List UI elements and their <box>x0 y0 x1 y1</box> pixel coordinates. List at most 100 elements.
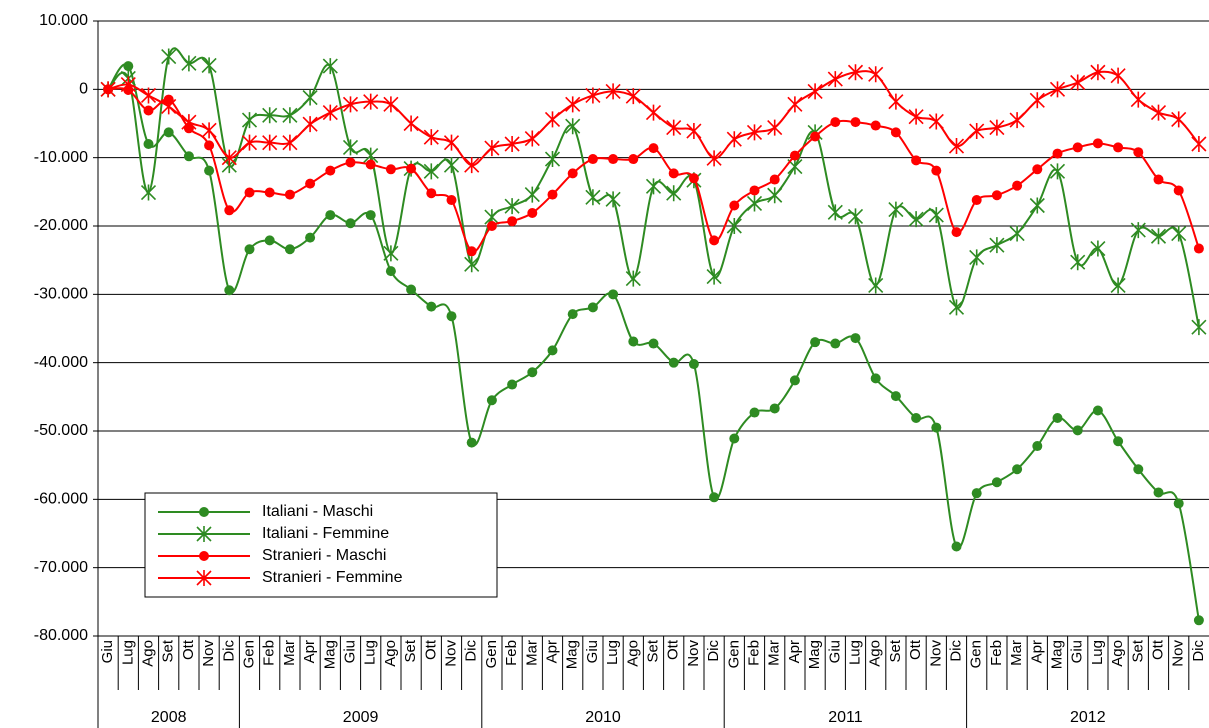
marker <box>264 187 275 198</box>
marker <box>325 210 336 221</box>
marker <box>302 89 318 106</box>
marker <box>749 407 760 418</box>
marker <box>204 140 215 151</box>
marker <box>830 117 841 128</box>
marker <box>951 227 962 238</box>
marker <box>1070 254 1086 271</box>
x-tick-label: Giu <box>99 640 116 663</box>
marker <box>486 395 497 406</box>
marker <box>911 413 922 424</box>
x-tick-label: Dic <box>463 640 480 662</box>
marker <box>484 140 500 157</box>
marker <box>608 289 619 300</box>
marker <box>625 270 641 287</box>
marker <box>365 159 376 170</box>
x-group-label: 2012 <box>1070 709 1106 726</box>
marker <box>345 157 356 168</box>
marker <box>544 111 561 128</box>
marker <box>1171 111 1187 128</box>
marker <box>989 237 1005 254</box>
marker <box>888 201 904 218</box>
marker <box>1153 174 1164 185</box>
marker <box>948 138 965 155</box>
legend-label: Stranieri - Femmine <box>262 569 403 586</box>
x-tick-label: Apr <box>786 640 803 663</box>
y-tick-label: -70.000 <box>34 559 88 576</box>
marker <box>365 210 376 221</box>
marker <box>504 198 520 215</box>
x-tick-label: Ott <box>422 639 439 660</box>
marker <box>403 115 419 132</box>
marker <box>342 96 359 113</box>
x-tick-label: Giu <box>1069 640 1086 663</box>
marker <box>648 338 659 349</box>
x-tick-label: Ago <box>867 640 884 667</box>
marker <box>888 93 904 110</box>
marker <box>585 189 601 206</box>
marker <box>181 55 197 72</box>
x-tick-label: Ago <box>624 640 641 667</box>
marker <box>587 302 598 313</box>
marker <box>524 186 540 203</box>
x-tick-label: Mag <box>564 640 581 669</box>
marker <box>565 118 581 135</box>
marker <box>1113 436 1124 447</box>
marker <box>749 185 760 196</box>
marker <box>282 134 298 151</box>
x-tick-label: Lug <box>604 640 621 665</box>
marker <box>688 173 699 184</box>
marker <box>383 96 399 113</box>
marker <box>625 88 641 105</box>
marker <box>140 87 157 104</box>
legend-marker <box>199 507 209 517</box>
x-tick-label: Set <box>644 639 661 662</box>
marker <box>181 114 197 131</box>
marker <box>406 284 417 295</box>
marker <box>464 256 480 273</box>
marker <box>989 119 1005 136</box>
x-tick-label: Feb <box>261 640 278 666</box>
marker <box>870 120 881 131</box>
marker <box>504 136 520 152</box>
marker <box>423 129 439 146</box>
marker <box>686 123 702 140</box>
marker <box>385 266 396 277</box>
legend-label: Italiani - Maschi <box>262 503 373 520</box>
marker <box>1150 228 1167 245</box>
marker <box>143 139 154 149</box>
marker <box>767 119 783 136</box>
marker <box>161 98 177 115</box>
marker <box>868 277 884 294</box>
marker <box>668 168 679 179</box>
marker <box>345 218 356 229</box>
x-tick-label: Set <box>402 639 419 662</box>
marker <box>767 187 783 204</box>
marker <box>1009 225 1025 242</box>
x-group-label: 2009 <box>343 709 379 726</box>
marker <box>1052 148 1063 159</box>
marker <box>262 134 278 151</box>
marker <box>969 123 985 140</box>
marker <box>729 433 740 444</box>
marker <box>668 357 679 368</box>
marker <box>443 134 460 151</box>
marker <box>524 130 540 147</box>
marker <box>244 244 255 255</box>
legend-label: Italiani - Femmine <box>262 525 389 542</box>
marker <box>1049 163 1066 180</box>
legend-marker <box>196 526 212 542</box>
x-tick-label: Feb <box>745 640 762 666</box>
x-tick-label: Feb <box>503 640 520 666</box>
marker <box>1012 180 1023 191</box>
x-tick-label: Gen <box>240 640 257 668</box>
marker <box>648 143 659 154</box>
x-tick-label: Set <box>1129 639 1146 662</box>
marker <box>385 164 396 175</box>
marker <box>1072 425 1083 436</box>
x-tick-label: Dic <box>220 640 237 662</box>
marker <box>1150 104 1167 121</box>
x-tick-label: Ott <box>1149 639 1166 660</box>
x-tick-label: Lug <box>362 640 379 665</box>
marker <box>1032 164 1043 175</box>
marker <box>143 105 154 116</box>
